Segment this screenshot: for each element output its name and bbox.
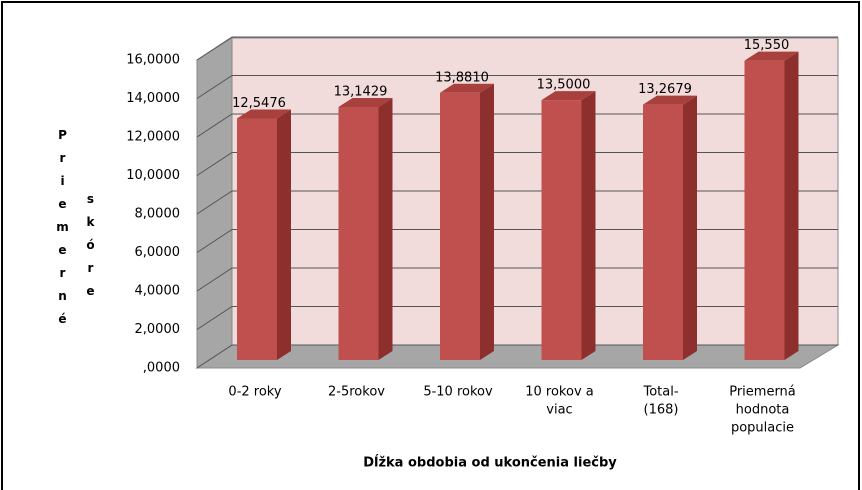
y-tick-label: 4,0000 <box>135 284 181 299</box>
x-tick-label: 2-5rokov <box>328 385 385 400</box>
grid-line <box>196 113 838 138</box>
y-tick-label: 8,0000 <box>135 207 181 222</box>
value-label: 13,1429 <box>334 84 388 99</box>
bar-face <box>744 60 785 360</box>
x-tick-label: (168) <box>644 403 679 418</box>
grid-line <box>196 152 838 176</box>
bar-face <box>480 83 494 361</box>
value-label: 13,2679 <box>638 82 692 97</box>
y-tick-label: 14,0000 <box>126 91 180 106</box>
y-tick-label: ,0000 <box>143 361 180 376</box>
bar <box>237 109 291 360</box>
y-axis-label: skóre <box>84 192 98 307</box>
bar-face <box>237 118 277 360</box>
bar-face <box>338 106 379 360</box>
grid-line <box>196 344 838 369</box>
x-tick-label: 0-2 roky <box>228 385 281 400</box>
y-tick-label: 6,0000 <box>135 245 181 260</box>
y-axis-label: Priemerné <box>56 128 70 335</box>
bar-face <box>744 51 799 61</box>
value-label: 13,8810 <box>435 70 489 85</box>
x-tick-label: viac <box>546 403 572 418</box>
bar-face <box>378 97 393 360</box>
grid-line <box>196 306 838 330</box>
y-tick-label: 10,0000 <box>126 168 180 183</box>
bar-face <box>338 97 393 107</box>
x-tick-label: Total- <box>642 385 678 400</box>
bar <box>338 97 393 360</box>
bar-face <box>277 109 291 360</box>
bar-face <box>237 109 291 119</box>
bar-face <box>643 95 697 105</box>
grid-line <box>196 36 838 61</box>
x-tick-label: 5-10 rokov <box>423 385 493 400</box>
grid-line <box>196 229 838 253</box>
y-tick-label: 2,0000 <box>135 322 181 337</box>
bar-face <box>440 92 480 361</box>
bar <box>744 51 799 360</box>
bar <box>541 91 596 360</box>
y-tick-label: 12,0000 <box>126 130 180 145</box>
bar <box>643 95 697 360</box>
x-tick-label: hodnota <box>736 403 790 418</box>
bar-face <box>581 91 596 360</box>
x-axis-label: Dĺžka obdobia od ukončenia liečby <box>363 455 617 471</box>
bar-face <box>784 51 799 360</box>
floor <box>195 344 840 369</box>
grid-line <box>196 75 838 99</box>
bar <box>440 83 494 361</box>
value-label: 13,5000 <box>537 78 591 93</box>
value-label: 12,5476 <box>232 96 286 111</box>
grid-line <box>196 190 838 215</box>
y-tick-label: 16,0000 <box>126 53 180 68</box>
x-tick-label: Priemerná <box>729 385 796 400</box>
x-tick-label: 10 rokov a <box>525 385 594 400</box>
x-tick-label: populacie <box>731 421 794 436</box>
grid-line <box>196 267 838 292</box>
bar-face <box>541 91 596 101</box>
bar-face <box>643 104 683 360</box>
bar-face <box>440 83 494 93</box>
bar-face <box>683 95 697 360</box>
value-label: 15,550 <box>744 38 790 53</box>
bar-face <box>541 100 582 360</box>
